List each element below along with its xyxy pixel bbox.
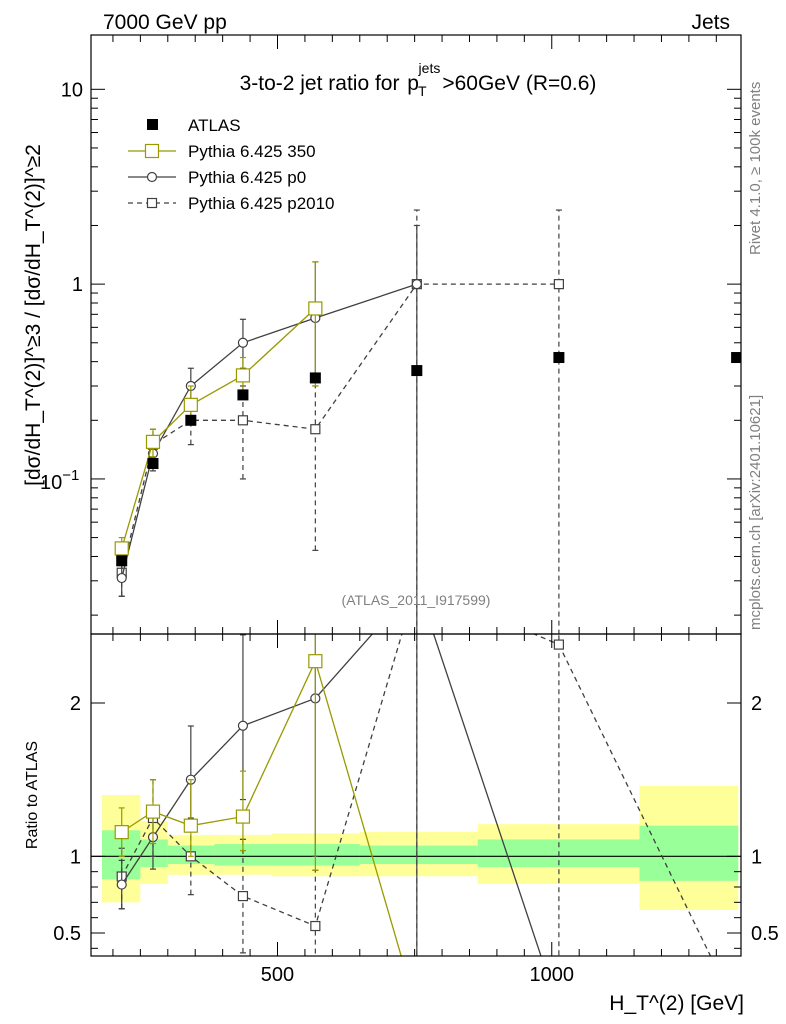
header-process: 7000 GeV pp [103, 11, 227, 34]
pythia-p2010-ratio-point [553, 639, 564, 650]
legend-marker [144, 143, 160, 159]
pythia-p2010-point [310, 424, 321, 435]
x-axis-label: H_T^(2) [GeV] [609, 992, 744, 1015]
legend-label: Pythia 6.425 350 [188, 142, 316, 161]
pythia-p2010-line [121, 283, 559, 573]
pythia-350-point [145, 434, 161, 449]
pythia-p0-point [411, 279, 422, 290]
atlas-point [185, 414, 197, 426]
ratio-frame [90, 633, 742, 957]
pythia-350-ratio-point [114, 825, 129, 840]
legend-atlas-marker [147, 119, 158, 130]
legend-label: Pythia 6.425 p2010 [188, 194, 335, 213]
legend-marker [146, 171, 158, 183]
ratio-tick-label-left: 2 [70, 693, 81, 715]
legend: ATLAS Pythia 6.425 350 Pythia 6.425 p0 Pyth… [128, 116, 335, 213]
pythia-p2010-ratio-dropoff [558, 644, 712, 956]
pythia-350-ratio-dropoff [314, 661, 402, 956]
x-tick-label: 500 [261, 964, 294, 986]
pythia-p0-ratio-line [121, 634, 374, 885]
pythia-p2010-ratio-point [237, 890, 249, 902]
ratio-tick-label-right: 1 [751, 846, 762, 868]
atlas-point [309, 372, 321, 384]
ratio-tick-label-right: 0.5 [751, 923, 779, 945]
analysis-tag: (ATLAS_2011_I917599) [342, 592, 491, 608]
rivet-label: Rivet 4.1.0, ≥ 100k events [747, 82, 764, 255]
y-tick-label: 1 [72, 274, 83, 296]
pythia-350-point [183, 397, 198, 412]
pythia-p0-ratio-point [116, 879, 127, 890]
atlas-point [147, 458, 159, 470]
pythia-p2010-point [237, 415, 249, 426]
pythia-350-ratio-point [308, 654, 323, 669]
pythia-350-ratio-point [235, 809, 251, 824]
pythia-350-ratio-point [145, 804, 161, 819]
pythia-p0-point [237, 337, 249, 348]
y-tick-label: 10−1 [40, 467, 79, 494]
pythia-p0-line [121, 283, 418, 579]
atlas-point [553, 352, 565, 364]
header-observable: Jets [691, 11, 730, 34]
plot-title: 3-to-2 jet ratio for pTjets>60GeV (R=0.6… [240, 60, 597, 99]
ratio-band-green [214, 844, 273, 866]
pythia-p0-ratio-dropoff [432, 634, 542, 956]
ratio-band-green [639, 825, 739, 881]
atlas-point [237, 389, 249, 401]
ratio-y-label: Ratio to ATLAS [24, 741, 41, 849]
pythia-p2010-point [553, 279, 564, 290]
pythia-350-point [308, 301, 323, 316]
pythia-350-point [235, 368, 251, 383]
atlas-point [731, 352, 741, 364]
ratio-tick-label-left: 0.5 [53, 923, 81, 945]
pythia-p2010-ratio-point [310, 920, 321, 932]
pythia-350-ratio-point [183, 818, 198, 833]
pythia-p0-point [116, 572, 127, 584]
legend-marker [146, 197, 158, 209]
mcplots-label: mcplots.cern.ch [arXiv:2401.10621] [747, 395, 764, 630]
pythia-350-line [121, 307, 316, 549]
ratio-tick-label-right: 2 [751, 693, 762, 715]
legend-label: ATLAS [188, 116, 241, 135]
x-tick-label: 1000 [530, 964, 575, 986]
ratio-band-green [359, 845, 478, 864]
y-axis-label: [dσ/dH_T^(2)]^≥3 / [dσ/dH_T^(2)]^≥2 [22, 144, 45, 486]
ratio-tick-label-left: 1 [70, 846, 81, 868]
legend-label: Pythia 6.425 p0 [188, 168, 306, 187]
atlas-point [411, 365, 423, 377]
atlas-point [116, 555, 128, 567]
y-tick-label: 10 [61, 79, 83, 101]
pythia-p0-ratio-point [237, 720, 249, 731]
pythia-350-point [114, 541, 129, 556]
